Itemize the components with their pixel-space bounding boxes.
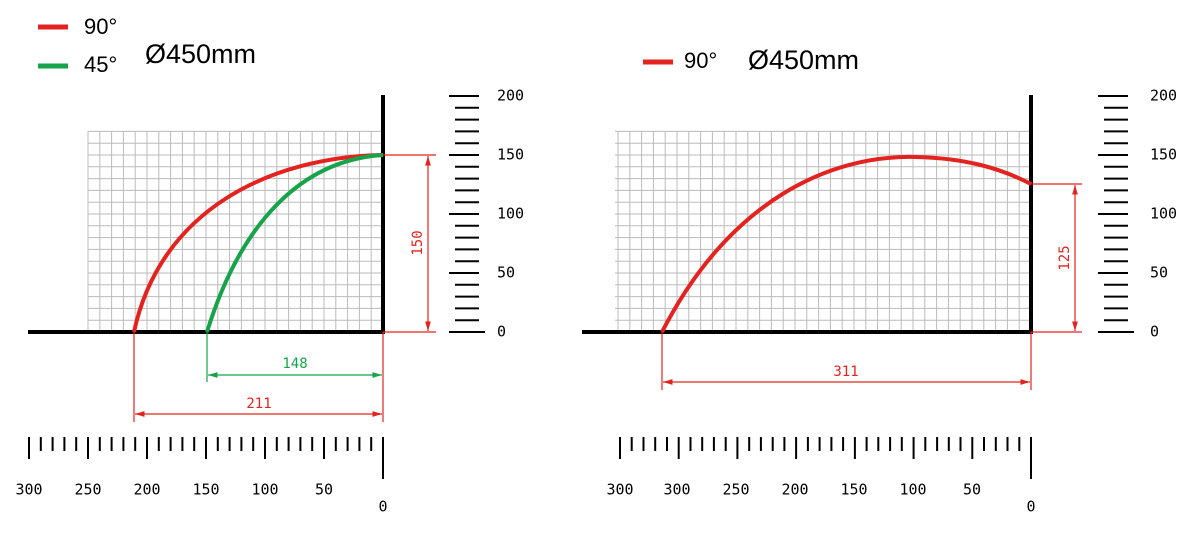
scale-label: 200 bbox=[781, 481, 808, 499]
scale-label: 0 bbox=[378, 498, 387, 516]
scale-label: 300 bbox=[606, 481, 633, 499]
scale-label: 0 bbox=[497, 323, 506, 341]
ruler bbox=[619, 437, 1032, 479]
scale-label: 100 bbox=[899, 481, 926, 499]
dimension-lines bbox=[133, 154, 1082, 422]
throw-curve bbox=[132, 153, 384, 333]
scale-label: 150 bbox=[840, 481, 867, 499]
dimension-label: 311 bbox=[833, 364, 858, 380]
throw-curve bbox=[205, 153, 384, 333]
throw-curve bbox=[660, 154, 1032, 333]
dimension-label: 148 bbox=[282, 356, 307, 372]
grid bbox=[87, 130, 384, 333]
scale-label: 100 bbox=[1150, 205, 1177, 223]
scale-label: 300 bbox=[663, 481, 690, 499]
dimension-label: 211 bbox=[246, 396, 271, 412]
scale-label: 250 bbox=[74, 481, 101, 499]
scale-label: 100 bbox=[497, 205, 524, 223]
diameter: Ø450mm bbox=[748, 45, 859, 75]
dimension-label: 150 bbox=[410, 230, 426, 255]
scale-label: 200 bbox=[133, 481, 160, 499]
dimension-label: 125 bbox=[1057, 245, 1073, 270]
grids bbox=[87, 130, 1032, 333]
dimension-lines bbox=[206, 332, 382, 382]
legend-label: 90° bbox=[84, 14, 117, 39]
legend-label: 90° bbox=[684, 48, 717, 73]
scale-label: 200 bbox=[1150, 87, 1177, 105]
scale-label: 0 bbox=[1150, 323, 1159, 341]
scale-label: 150 bbox=[192, 481, 219, 499]
scale-label: 100 bbox=[251, 481, 278, 499]
scale-label: 250 bbox=[722, 481, 749, 499]
scale-label: 0 bbox=[1026, 498, 1035, 516]
scale-label: 150 bbox=[497, 146, 524, 164]
scale-label: 200 bbox=[497, 87, 524, 105]
ruler bbox=[28, 437, 384, 479]
scale-label: 50 bbox=[315, 481, 333, 499]
scale-label: 50 bbox=[963, 481, 981, 499]
scale-label: 50 bbox=[1150, 264, 1168, 282]
scale-label: 150 bbox=[1150, 146, 1177, 164]
legend-label: 45° bbox=[84, 52, 117, 77]
ruler bbox=[449, 95, 479, 333]
scale-label: 50 bbox=[497, 264, 515, 282]
ruler bbox=[1098, 95, 1128, 333]
diameter: Ø450mm bbox=[145, 39, 256, 69]
scale-label: 300 bbox=[15, 481, 42, 499]
